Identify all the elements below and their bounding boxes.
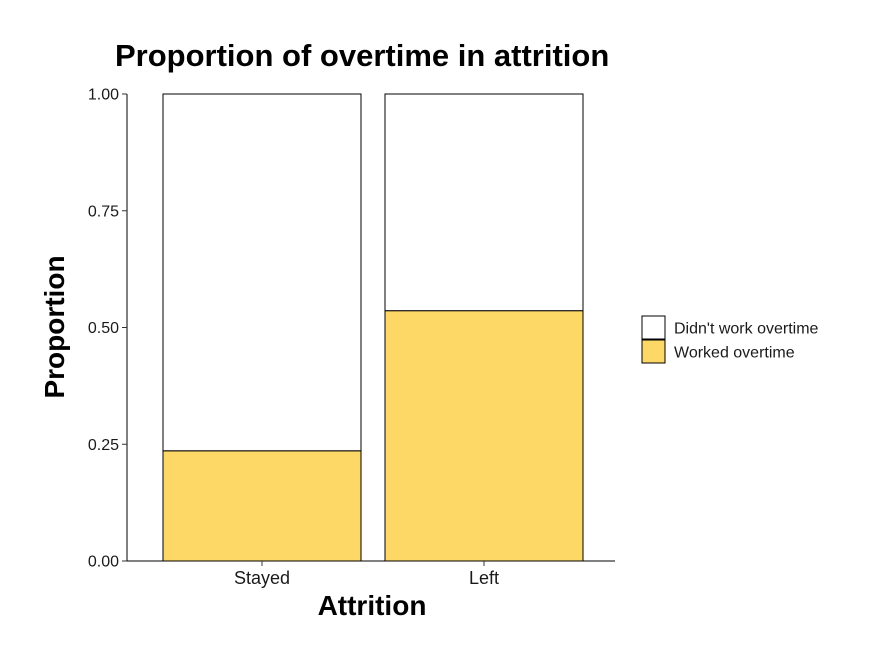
y-tick-label: 0.25 (88, 437, 119, 454)
y-axis-title: Proportion (39, 255, 70, 398)
bar-stayed-didn-t-work-overtime (162, 93, 362, 452)
bar-left-worked-overtime (384, 310, 584, 562)
legend-swatch-worked-overtime (641, 339, 666, 364)
y-tick-label: 0.50 (88, 320, 119, 337)
legend-label-didn-t-work-overtime: Didn't work overtime (674, 321, 819, 338)
chart-title: Proportion of overtime in attrition (115, 38, 609, 73)
legend: Didn't work overtime Worked overtime (641, 315, 819, 364)
y-tick-label: 0.00 (88, 554, 119, 571)
legend-label-worked-overtime: Worked overtime (674, 345, 795, 362)
legend-swatch-didn-t-work-overtime (641, 315, 666, 340)
x-axis-title: Attrition (318, 590, 427, 621)
y-tick-label: 1.00 (88, 87, 119, 104)
plot-area: 0.00 0.25 0.50 0.75 1.00 Stayed Left (88, 87, 615, 588)
y-tick-label: 0.75 (88, 203, 119, 220)
x-tick-label-stayed: Stayed (234, 568, 290, 588)
x-tick-label-left: Left (469, 568, 499, 588)
bar-left-didn-t-work-overtime (384, 93, 584, 312)
bar-stayed-worked-overtime (162, 450, 362, 562)
